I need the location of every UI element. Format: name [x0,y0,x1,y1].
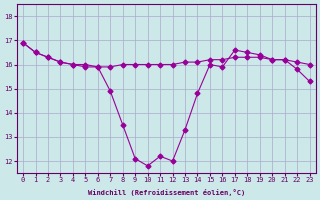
X-axis label: Windchill (Refroidissement éolien,°C): Windchill (Refroidissement éolien,°C) [88,189,245,196]
